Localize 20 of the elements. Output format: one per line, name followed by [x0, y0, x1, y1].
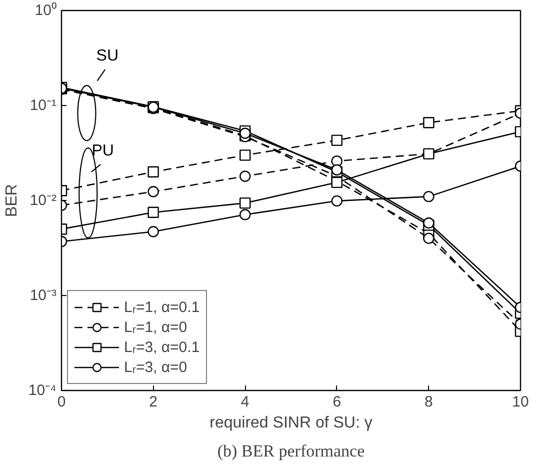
x-tick-label: 6	[332, 394, 342, 410]
x-tick-label: 8	[424, 394, 433, 410]
x-tick-label: 0	[57, 394, 66, 410]
legend-label: Lᵣ=3, α=0	[124, 358, 188, 376]
x-axis-title: required SINR of SU: γ	[210, 414, 372, 432]
annotation: PU	[92, 142, 114, 160]
y-tick-label: 10⁻⁴	[28, 382, 57, 399]
legend-label: Lᵣ=1, α=0.1	[124, 298, 200, 316]
y-tick-label: 10⁰	[34, 2, 57, 19]
annotation: SU	[96, 48, 119, 65]
x-tick-label: 10	[512, 394, 529, 410]
legend-label: Lᵣ=1, α=0	[124, 318, 188, 336]
text: (b) BER performance	[217, 442, 365, 460]
y-axis-title: BER	[3, 184, 20, 217]
y-tick-label: 10⁻³	[30, 287, 57, 304]
y-tick-label: 10⁻¹	[30, 97, 57, 114]
x-tick-label: 4	[240, 394, 250, 410]
y-tick-label: 10⁻²	[30, 192, 57, 209]
legend-label: Lᵣ=3, α=0.1	[124, 338, 200, 356]
x-tick-label: 2	[149, 394, 158, 410]
